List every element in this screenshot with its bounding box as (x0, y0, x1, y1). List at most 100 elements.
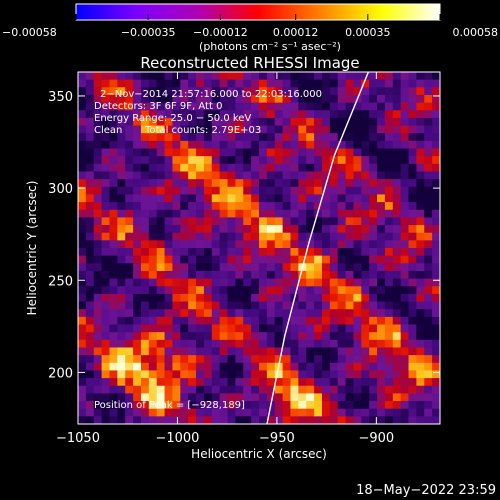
heatmap-cell (424, 94, 433, 104)
heatmap-cell (93, 240, 103, 249)
heatmap-cell (172, 232, 181, 241)
heatmap-cell (85, 209, 95, 218)
heatmap-cell (85, 293, 95, 302)
heatmap-cell (117, 248, 126, 257)
heatmap-cell (219, 278, 228, 287)
heatmap-cell (329, 79, 339, 88)
heatmap-cell (432, 148, 440, 157)
heatmap-cell (180, 393, 189, 402)
heatmap-cell (400, 156, 409, 165)
heatmap-cell (164, 385, 173, 394)
heatmap-cell (314, 225, 323, 234)
heatmap-cell (243, 72, 252, 81)
heatmap-cell (78, 309, 87, 318)
heatmap-cell (384, 171, 394, 180)
heatmap-cell (125, 309, 134, 318)
heatmap-cell (109, 156, 118, 165)
heatmap-cell (164, 355, 173, 364)
heatmap-cell (117, 225, 126, 234)
heatmap-cell (203, 378, 213, 387)
heatmap-cell (384, 408, 394, 417)
heatmap-cell (172, 347, 181, 356)
heatmap-cell (329, 278, 339, 287)
heatmap-cell (408, 94, 417, 104)
heatmap-cell (424, 263, 433, 272)
heatmap-cell (101, 355, 110, 364)
heatmap-cell (353, 278, 362, 287)
heatmap-cell (384, 163, 394, 172)
heatmap-cell (377, 225, 386, 234)
heatmap-cell (298, 87, 307, 96)
heatmap-cell (274, 385, 284, 394)
heatmap-cell (164, 232, 173, 241)
heatmap-cell (251, 209, 260, 218)
heatmap-cell (93, 370, 103, 379)
heatmap-cell (377, 171, 386, 180)
heatmap-cell (432, 202, 440, 211)
heatmap-cell (369, 117, 378, 126)
heatmap-cell (227, 209, 236, 218)
heatmap-cell (180, 263, 189, 272)
heatmap-cell (227, 232, 236, 241)
heatmap-cell (369, 94, 378, 104)
heatmap-cell (392, 393, 402, 402)
heatmap-cell (337, 385, 346, 394)
heatmap-cell (243, 209, 252, 218)
heatmap-cell (211, 217, 221, 226)
heatmap-cell (140, 209, 150, 218)
heatmap-cell (164, 148, 173, 157)
heatmap-cell (188, 186, 197, 195)
heatmap-cell (140, 301, 150, 310)
heatmap-cell (408, 148, 417, 157)
heatmap-cell (266, 408, 276, 417)
heatmap-cell (125, 248, 134, 257)
heatmap-cell (156, 378, 165, 387)
heatmap-cell (424, 347, 433, 356)
heatmap-cell (314, 240, 323, 249)
heatmap-cell (78, 339, 87, 348)
heatmap-cell (345, 225, 354, 234)
heatmap-cell (408, 301, 417, 310)
heatmap-cell (384, 332, 394, 341)
heatmap-cell (235, 362, 244, 371)
heatmap-cell (400, 362, 409, 371)
heatmap-cell (156, 179, 165, 188)
heatmap-cell (101, 194, 110, 203)
heatmap-cell (321, 316, 331, 325)
heatmap-cell (384, 255, 394, 264)
heatmap-cell (117, 148, 126, 157)
heatmap-cell (337, 263, 346, 272)
heatmap-cell (274, 79, 284, 88)
heatmap-cell (274, 148, 284, 157)
heatmap-cell (125, 148, 134, 157)
heatmap-cell (266, 324, 276, 333)
heatmap-cell (282, 416, 291, 424)
heatmap-cell (337, 401, 346, 410)
heatmap-cell (148, 416, 158, 424)
heatmap-cell (282, 209, 291, 218)
heatmap-cell (259, 110, 268, 119)
heatmap-cell (172, 332, 181, 341)
heatmap-cell (345, 332, 354, 341)
heatmap-cell (361, 209, 370, 218)
heatmap-cell (432, 270, 440, 280)
heatmap-cell (274, 110, 284, 119)
heatmap-cell (235, 194, 244, 203)
heatmap-cell (211, 72, 221, 81)
heatmap-cell (133, 255, 142, 264)
heatmap-cell (235, 248, 244, 257)
heatmap-cell (148, 179, 158, 188)
heatmap-cell (377, 248, 386, 257)
heatmap-cell (377, 202, 386, 211)
heatmap-cell (298, 255, 307, 264)
heatmap-cell (345, 355, 354, 364)
heatmap-cell (392, 362, 402, 371)
heatmap-cell (148, 217, 158, 226)
heatmap-cell (180, 156, 189, 165)
heatmap-cell (298, 125, 307, 134)
heatmap-cell (148, 355, 158, 364)
heatmap-cell (188, 248, 197, 257)
heatmap-cell (227, 255, 236, 264)
